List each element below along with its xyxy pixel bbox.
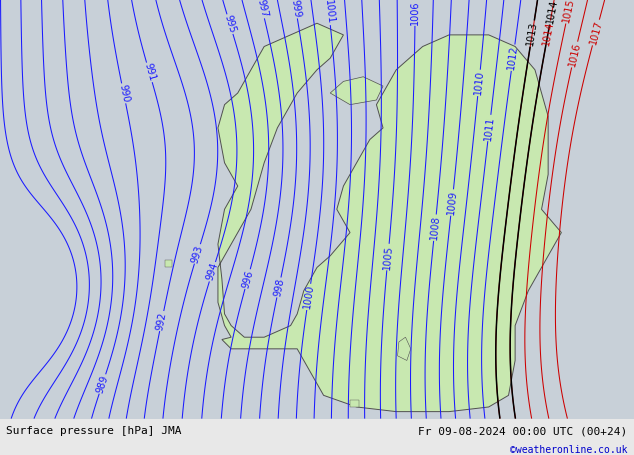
Text: 1017: 1017 — [588, 19, 604, 46]
Text: 1011: 1011 — [483, 115, 496, 141]
Text: 1014: 1014 — [545, 0, 559, 25]
Text: 1000: 1000 — [302, 284, 315, 310]
Text: 994: 994 — [205, 262, 220, 282]
Text: 1005: 1005 — [382, 244, 394, 270]
Polygon shape — [218, 23, 561, 412]
Text: 1010: 1010 — [473, 70, 485, 96]
Text: Surface pressure [hPa] JMA: Surface pressure [hPa] JMA — [6, 426, 182, 436]
Text: 1012: 1012 — [507, 45, 520, 71]
Text: 996: 996 — [240, 269, 255, 289]
Text: 999: 999 — [289, 0, 302, 18]
Polygon shape — [165, 260, 172, 268]
Text: 992: 992 — [155, 311, 169, 331]
Text: 1013: 1013 — [526, 20, 539, 46]
Text: 989: 989 — [95, 374, 110, 394]
Text: 1008: 1008 — [429, 215, 441, 240]
Text: 995: 995 — [223, 14, 237, 35]
Text: 1016: 1016 — [567, 41, 582, 68]
Text: 1014: 1014 — [541, 20, 555, 46]
Text: 993: 993 — [190, 243, 205, 264]
Text: 1006: 1006 — [410, 0, 420, 25]
Polygon shape — [398, 337, 411, 360]
Text: 1001: 1001 — [323, 0, 335, 25]
Text: 998: 998 — [272, 278, 286, 298]
Polygon shape — [350, 400, 359, 407]
Text: 990: 990 — [117, 83, 131, 103]
Text: 991: 991 — [142, 62, 157, 83]
Text: ©weatheronline.co.uk: ©weatheronline.co.uk — [510, 445, 628, 455]
Text: 997: 997 — [255, 0, 269, 19]
Polygon shape — [330, 77, 383, 105]
Text: Fr 09-08-2024 00:00 UTC (00+24): Fr 09-08-2024 00:00 UTC (00+24) — [418, 426, 628, 436]
Text: 1015: 1015 — [561, 0, 576, 24]
Text: 1009: 1009 — [446, 190, 458, 215]
